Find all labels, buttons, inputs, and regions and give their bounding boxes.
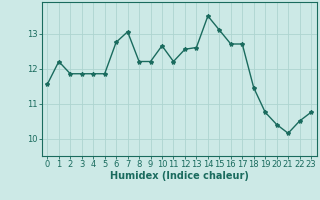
X-axis label: Humidex (Indice chaleur): Humidex (Indice chaleur) [110, 171, 249, 181]
